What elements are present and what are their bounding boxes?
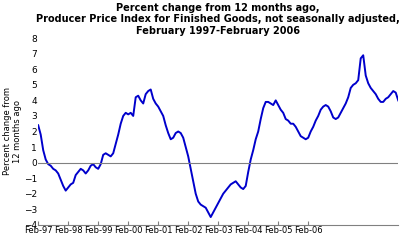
Title: Percent change from 12 months ago,
Producer Price Index for Finished Goods, not : Percent change from 12 months ago, Produ… — [36, 3, 400, 36]
Y-axis label: Percent change from
12 months ago: Percent change from 12 months ago — [3, 88, 22, 175]
